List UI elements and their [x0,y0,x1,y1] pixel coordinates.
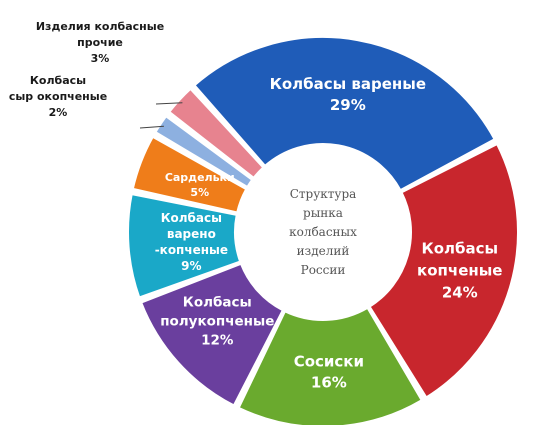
slice-name-line: прочие [77,36,123,49]
slice-percent: 16% [311,374,347,392]
slice-label-колбасы-копченые: Колбасы копченые 24% [417,239,502,301]
slice-label-колбасы-вареные: Колбасы вареные 29% [270,75,426,114]
slice-label-изделия-колбасные-прочие: Изделия колбасные прочие 3% [36,20,164,65]
slice-изделия-колбасные-прочие [167,87,265,180]
slice-сардельки [131,135,248,214]
slice-label-колбасы-сырокопченые: Колбасы сыр окопченые 2% [9,74,107,119]
slice-percent: 5% [190,186,209,199]
slice-колбасы-копченые [368,142,519,399]
slice-name-line: Колбасы [183,294,252,310]
chart-title-line: рынка [303,206,343,220]
slice-колбасы-варено-копченые [127,192,242,299]
slice-name-line: Сосиски [294,353,364,371]
slice-label-сардельки: Сардельки 5% [165,171,235,199]
slice-label-колбасы-варено-копченые: Колбасы варено -копченые 9% [155,211,228,273]
slice-name-line: Изделия колбасные [36,20,164,33]
slice-name-line: сыр окопченые [9,90,107,103]
leader-line-изделия-колбасные-прочие [155,102,183,105]
slice-name-line: Колбасы [161,211,222,225]
slice-name-line: -копченые [155,243,228,257]
chart-title-text: Структура рынка колбасных изделий России [289,187,357,277]
slice-percent: 3% [91,52,110,65]
chart-title: Структура рынка колбасных изделий России [289,187,357,277]
slice-percent: 29% [330,96,366,114]
chart-title-line: изделий [297,244,350,258]
slice-label-колбасы-полукопченые: Колбасы полукопченые 12% [160,294,274,348]
slice-percent: 2% [49,106,68,119]
slice-колбасы-вареные [193,36,496,192]
slice-name-line: Колбасы [30,74,86,87]
slice-name-line: варено [167,227,216,241]
slice-колбасы-полукопченые [139,262,285,407]
chart-title-line: России [301,263,346,277]
chart-title-line: колбасных [289,225,357,239]
slice-percent: 12% [201,332,234,348]
leader-line-колбасы-сырокопченые [139,125,164,129]
slice-name-line: Колбасы [421,239,498,257]
slice-name-line: копченые [417,261,502,279]
slice-сосиски [237,306,424,425]
labels-layer: Колбасы вареные 29% Колбасы копченые 24% Соси… [9,20,503,392]
slice-name-line: полукопченые [160,313,274,329]
slice-label-сосиски: Сосиски 16% [294,353,364,392]
slices-layer [127,36,519,425]
slice-percent: 24% [442,283,478,301]
slice-percent: 9% [181,259,201,273]
leader-lines-layer [139,102,183,129]
chart-title-line: Структура [290,187,357,201]
slice-name-line: Сардельки [165,171,235,184]
slice-name-line: Колбасы вареные [270,75,426,93]
